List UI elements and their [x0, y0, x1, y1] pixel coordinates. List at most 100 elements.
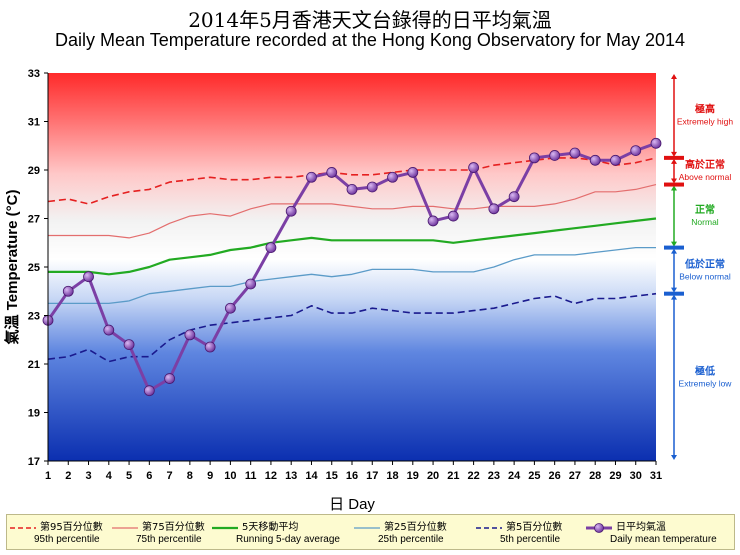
x-tick-label: 15 [326, 470, 338, 482]
zone-label-zh: 低於正常 [684, 258, 725, 271]
y-tick-label: 25 [28, 262, 40, 274]
mean-point-day-13 [285, 205, 297, 217]
x-tick-label: 29 [609, 470, 621, 482]
mean-point-day-26 [549, 150, 561, 161]
mean-point-day-14 [306, 171, 317, 183]
y-tick-label: 17 [28, 456, 40, 468]
zone-arrowhead [671, 294, 677, 300]
series-line-p5 [47, 292, 657, 363]
zone-arrowhead [671, 455, 677, 460]
y-tick-label: 21 [28, 359, 40, 371]
legend-label-en: Running 5-day average [236, 534, 340, 545]
legend-label-zh: 日平均氣溫 [616, 520, 666, 533]
mean-point-day-29 [610, 154, 621, 166]
x-tick-label: 8 [187, 470, 193, 482]
x-tick-label: 7 [167, 470, 173, 482]
x-tick-label: 24 [508, 470, 521, 482]
plot-area [48, 73, 656, 461]
mean-point-day-6 [143, 385, 155, 397]
legend-label-en: Daily mean temperature [610, 534, 717, 545]
mean-point-day-4 [103, 324, 115, 336]
x-tick-label: 28 [589, 470, 601, 482]
y-tick-label: 19 [28, 408, 40, 420]
x-tick-label: 2 [65, 470, 71, 482]
mean-point-day-9 [204, 341, 216, 353]
x-tick-label: 23 [488, 470, 500, 482]
x-tick-label: 10 [224, 470, 236, 482]
legend-label-zh: 第95百分位數 [40, 520, 103, 533]
y-axis-label: 氣溫 Temperature (°C) [3, 190, 21, 345]
legend-label-en: 25th percentile [378, 534, 444, 545]
mean-point-day-16 [346, 183, 358, 195]
x-tick-label: 3 [85, 470, 91, 482]
x-tick-label: 1 [45, 470, 51, 482]
zone-label-en: Extremely high [677, 116, 733, 126]
x-tick-label: 6 [146, 470, 152, 482]
zone-arrowhead [671, 185, 677, 191]
x-tick-label: 19 [407, 470, 419, 482]
mean-point-day-20 [427, 215, 439, 227]
x-tick-label: 5 [126, 470, 132, 482]
zone-arrowhead [671, 151, 677, 157]
zone-arrowhead [671, 241, 677, 247]
y-tick-label: 27 [28, 214, 40, 226]
y-tick-label: 29 [28, 165, 40, 177]
mean-point-day-10 [224, 302, 236, 314]
mean-point-day-15 [326, 167, 338, 178]
zone-label-en: Below normal [679, 272, 731, 282]
mean-point-day-12 [265, 242, 277, 254]
mean-point-day-25 [529, 152, 540, 164]
mean-point-day-11 [245, 278, 257, 290]
zone-boundary-marker [664, 291, 684, 296]
x-axis-label: 日 Day [329, 496, 375, 513]
zone-boundary-marker [664, 182, 684, 187]
zone-label-en: Normal [691, 217, 719, 227]
zone-label-zh: 極低 [695, 364, 715, 377]
x-tick-label: 25 [528, 470, 540, 482]
mean-point-day-2 [62, 285, 74, 297]
mean-point-day-17 [366, 181, 378, 193]
x-tick-label: 14 [305, 470, 318, 482]
x-tick-label: 31 [650, 470, 662, 482]
zone-arrowhead [671, 178, 677, 184]
legend-swatch-marker [594, 523, 604, 533]
zone-label-en: Above normal [679, 172, 732, 182]
zone-boundary-marker [664, 245, 684, 250]
mean-point-day-18 [387, 171, 398, 183]
legend-label-zh: 5天移動平均 [242, 520, 298, 533]
zone-label-zh: 正常 [695, 203, 715, 216]
chart-title-chinese: 2014年5月香港天文台錄得的日平均氣溫 [188, 8, 552, 32]
mean-point-day-23 [488, 203, 500, 215]
series-line-avg5 [48, 217, 657, 276]
x-tick-label: 17 [366, 470, 378, 482]
x-tick-label: 13 [285, 470, 297, 482]
legend-label-en: 5th percentile [500, 534, 560, 545]
mean-point-day-7 [164, 373, 176, 384]
zone-arrowhead [671, 248, 677, 254]
y-tick-label: 31 [28, 117, 40, 129]
x-tick-label: 9 [207, 470, 213, 482]
y-tick-label: 33 [28, 68, 40, 80]
mean-point-day-3 [83, 271, 94, 283]
mean-point-day-24 [508, 191, 520, 203]
x-tick-label: 27 [569, 470, 581, 482]
y-tick-label: 23 [28, 311, 40, 323]
legend-box [6, 514, 735, 550]
mean-point-day-30 [630, 145, 642, 157]
chart-title-english: Daily Mean Temperature recorded at the H… [55, 30, 685, 50]
x-tick-label: 26 [549, 470, 561, 482]
mean-point-day-31 [650, 137, 662, 149]
zone-arrowhead [671, 74, 677, 79]
legend-label-en: 75th percentile [136, 534, 202, 545]
mean-point-day-19 [407, 167, 419, 178]
mean-point-day-27 [569, 147, 581, 159]
x-tick-label: 21 [447, 470, 459, 482]
